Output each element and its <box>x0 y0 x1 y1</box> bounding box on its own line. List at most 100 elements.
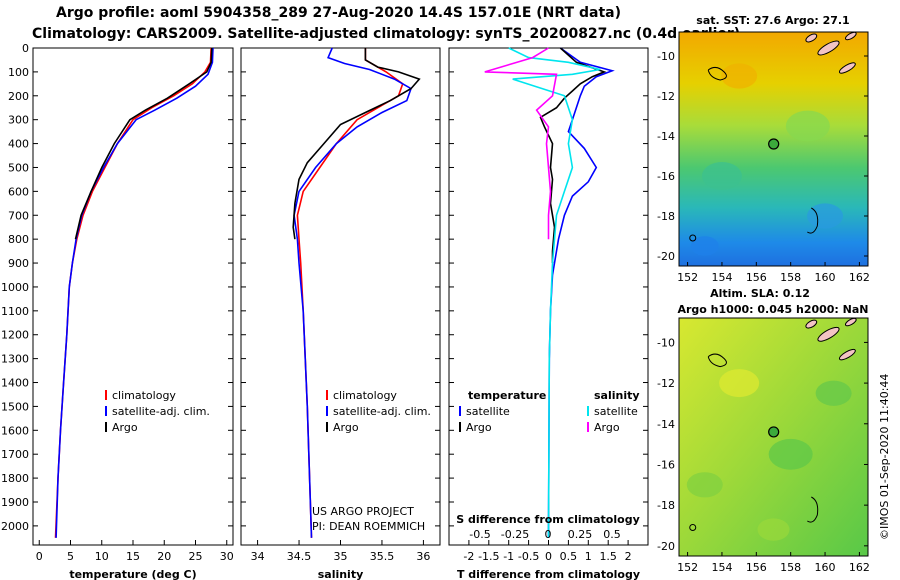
diff-x2tick-label: 0 <box>545 528 552 541</box>
difference-from-climatology-series-black <box>539 47 607 263</box>
sat-sst-map-island <box>844 31 857 41</box>
sat-sst-map-texture-blob <box>690 236 719 256</box>
sat-sst-map-xtick-label: 158 <box>780 271 801 284</box>
altimetry-sla-map-ytick-label: -16 <box>657 458 675 471</box>
diff-legend-temperature-header: temperature <box>468 389 546 402</box>
diff-x2tick-label: -0.5 <box>469 528 490 541</box>
temperature-xtick-label: 5 <box>67 550 74 563</box>
diff-salinity-legend-label: Argo <box>594 421 620 434</box>
temperature-xtick-label: 25 <box>189 550 203 563</box>
difference-from-climatology-series-blue <box>547 47 615 538</box>
depth-tick-label: 600 <box>8 185 29 198</box>
altimetry-sla-map-argo-marker <box>768 426 780 438</box>
depth-tick-label: 700 <box>8 209 29 222</box>
difference-from-climatology-xtick-label: 0 <box>545 550 552 563</box>
altimetry-sla-map-texture-blob <box>686 472 723 498</box>
difference-from-climatology-xtick-label: 2 <box>625 550 632 563</box>
altimetry-sla-map-xtick-label: 152 <box>677 561 698 574</box>
difference-from-climatology-xtick-label: -1 <box>503 550 514 563</box>
depth-tick-label: 1500 <box>1 400 29 413</box>
imos-timestamp: ©IMOS 01-Sep-2020 11:40:44 <box>878 373 891 540</box>
difference-from-climatology-xtick-label: 0.5 <box>560 550 578 563</box>
altimetry-sla-map-island <box>817 326 840 342</box>
salinity-xtick-label: 34.5 <box>287 550 312 563</box>
temperature-legend-label: Argo <box>112 421 138 434</box>
difference-from-climatology-xlabel: T difference from climatology <box>457 568 640 580</box>
depth-tick-label: 200 <box>8 90 29 103</box>
depth-tick-label: 900 <box>8 257 29 270</box>
altimetry-sla-map-xtick-label: 156 <box>746 561 767 574</box>
altimetry-sla-map-frame <box>678 317 869 557</box>
altimetry-sla-map-contour <box>689 524 697 532</box>
altimetry-sla-map-ytick-label: -20 <box>657 540 675 553</box>
sla-map-subtitle: Argo h1000: 0.045 h2000: NaN <box>677 303 868 316</box>
depth-tick-label: 0 <box>22 42 29 55</box>
sat-sst-map-xtick-label: 162 <box>849 271 870 284</box>
altimetry-sla-map-ytick-label: -12 <box>657 377 675 390</box>
temperature-series-black <box>74 47 213 240</box>
depth-tick-label: 500 <box>8 161 29 174</box>
sat-sst-map-xtick-label: 160 <box>815 271 836 284</box>
salinity-legend-label: climatology <box>333 389 397 402</box>
temperature-legend-label: climatology <box>112 389 176 402</box>
altimetry-sla-map-texture-blob <box>757 518 790 541</box>
difference-from-climatology-series-magenta <box>484 47 558 240</box>
project-annotation: US ARGO PROJECT <box>312 505 414 518</box>
diff-temperature-legend-label: satellite <box>466 405 510 418</box>
sat-sst-map-island <box>838 62 856 74</box>
temperature-series-red <box>54 47 212 538</box>
temperature-xlabel: temperature (deg C) <box>69 568 196 580</box>
pi-annotation: PI: DEAN ROEMMICH <box>312 520 425 533</box>
difference-from-climatology-series-cyan <box>508 47 601 538</box>
diff-temperature-legend-label: Argo <box>466 421 492 434</box>
temperature-series-blue <box>55 47 214 538</box>
temperature-xtick-label: 15 <box>126 550 140 563</box>
altimetry-sla-map-contour <box>807 496 819 523</box>
altimetry-sla-map-ytick-label: -10 <box>657 336 675 349</box>
diff-x2label: S difference from climatology <box>456 513 640 526</box>
title-line-2: Climatology: CARS2009. Satellite-adjuste… <box>32 26 741 42</box>
altimetry-sla-map-island <box>844 317 857 327</box>
salinity-xtick-label: 36 <box>416 550 430 563</box>
temperature-xtick-label: 30 <box>220 550 234 563</box>
depth-tick-label: 100 <box>8 66 29 79</box>
sat-sst-map-texture-blob <box>785 110 830 142</box>
difference-from-climatology-xtick-label: 1 <box>585 550 592 563</box>
sst-map-title: sat. SST: 27.6 Argo: 27.1 <box>696 14 849 27</box>
difference-from-climatology-xtick-label: 1.5 <box>599 550 617 563</box>
sat-sst-map-ytick-label: -18 <box>657 210 675 223</box>
depth-tick-label: 1700 <box>1 448 29 461</box>
salinity-series-black <box>292 48 421 240</box>
sla-map-title: Altim. SLA: 0.12 <box>710 287 810 300</box>
salinity-series-blue <box>293 47 412 538</box>
altimetry-sla-map-contour <box>707 353 727 368</box>
diff-x2tick-label: 0.25 <box>568 528 593 541</box>
salinity-xtick-label: 35.5 <box>370 550 395 563</box>
depth-tick-label: 400 <box>8 138 29 151</box>
sat-sst-map-xtick-label: 152 <box>677 271 698 284</box>
sat-sst-map-ytick-label: -14 <box>657 130 675 143</box>
difference-from-climatology-xtick-label: -0.5 <box>518 550 539 563</box>
diff-legend-salinity-header: salinity <box>594 389 640 402</box>
sat-sst-map-texture-blob <box>807 203 844 229</box>
difference-from-climatology-xtick-label: -1.5 <box>478 550 499 563</box>
salinity-legend-label: Argo <box>333 421 359 434</box>
salinity-frame <box>240 47 441 546</box>
temperature-xtick-label: 0 <box>36 550 43 563</box>
altimetry-sla-map-xtick-label: 162 <box>849 561 870 574</box>
title-line-1: Argo profile: aoml 5904358_289 27-Aug-20… <box>56 5 621 21</box>
sat-sst-map-xtick-label: 156 <box>746 271 767 284</box>
depth-tick-label: 1400 <box>1 377 29 390</box>
altimetry-sla-map-ytick-label: -18 <box>657 499 675 512</box>
depth-tick-label: 800 <box>8 233 29 246</box>
salinity-series-red <box>296 48 404 538</box>
depth-tick-label: 1900 <box>1 496 29 509</box>
temperature-legend-label: satellite-adj. clim. <box>112 405 210 418</box>
salinity-xtick-label: 35 <box>334 550 348 563</box>
sat-sst-map-contour <box>707 66 727 81</box>
sat-sst-map-ytick-label: -16 <box>657 170 675 183</box>
sat-sst-map-contour <box>807 207 819 234</box>
sat-sst-map-texture-blob <box>721 63 758 89</box>
depth-tick-label: 1000 <box>1 281 29 294</box>
